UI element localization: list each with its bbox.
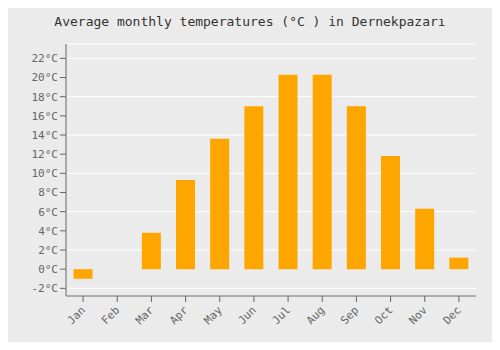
- svg-text:Mar: Mar: [133, 303, 157, 327]
- svg-text:22°C: 22°C: [32, 52, 59, 65]
- svg-text:May: May: [201, 303, 225, 327]
- svg-text:Apr: Apr: [167, 303, 191, 327]
- svg-text:18°C: 18°C: [32, 91, 59, 104]
- svg-text:Jul: Jul: [270, 304, 293, 327]
- svg-text:Dec: Dec: [441, 304, 464, 327]
- svg-text:-2°C: -2°C: [32, 282, 59, 295]
- svg-text:4°C: 4°C: [38, 225, 58, 238]
- svg-text:Nov: Nov: [406, 303, 430, 327]
- svg-text:6°C: 6°C: [38, 206, 58, 219]
- svg-text:Jun: Jun: [236, 304, 259, 327]
- svg-text:20°C: 20°C: [32, 71, 59, 84]
- svg-text:10°C: 10°C: [32, 167, 59, 180]
- svg-text:2°C: 2°C: [38, 244, 58, 257]
- svg-text:0°C: 0°C: [38, 263, 58, 276]
- svg-text:Jan: Jan: [65, 304, 88, 327]
- svg-text:Feb: Feb: [99, 304, 122, 327]
- svg-text:Oct: Oct: [372, 304, 395, 327]
- html-text:Average monthly temperatures (: Average monthly temperatures (°C ) in De…: [54, 14, 446, 29]
- svg-text:12°C: 12°C: [32, 148, 59, 161]
- svg-text:Sep: Sep: [338, 304, 361, 327]
- svg-text:14°C: 14°C: [32, 129, 59, 142]
- svg-text:Aug: Aug: [304, 304, 327, 327]
- svg-text:16°C: 16°C: [32, 110, 59, 123]
- svg-text:8°C: 8°C: [38, 186, 58, 199]
